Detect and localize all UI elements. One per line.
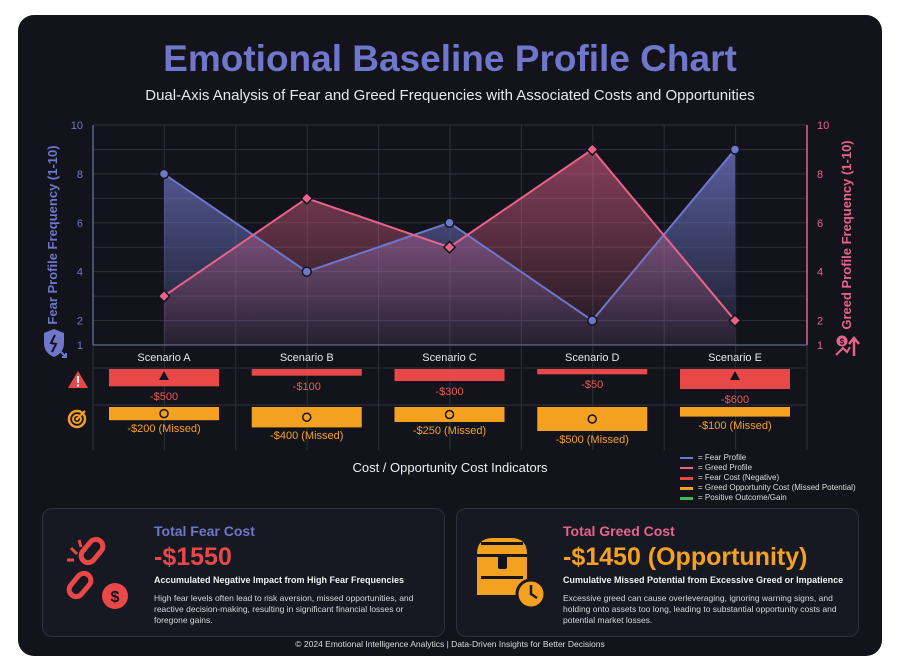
fear-point xyxy=(729,144,741,155)
cost-label: -$500 xyxy=(149,391,179,404)
page-title: Emotional Baseline Profile Chart xyxy=(163,38,737,79)
footer: © 2024 Emotional Intelligence Analytics … xyxy=(295,639,605,649)
svg-text:$: $ xyxy=(840,338,845,347)
fear-box-description: High fear levels often lead to risk aver… xyxy=(154,593,414,625)
y-tick-left: 8 xyxy=(77,169,83,181)
cost-label: -$500 (Missed) xyxy=(555,434,629,446)
greed-box-description: Excessive greed can cause overleveraging… xyxy=(563,593,837,625)
page-subtitle: Dual-Axis Analysis of Fear and Greed Fre… xyxy=(145,87,755,104)
warning-icon xyxy=(68,371,88,388)
greed-box-subtitle: Cumulative Missed Potential from Excessi… xyxy=(563,575,844,585)
greed-cost-bar xyxy=(537,407,648,431)
y-axis-left-label: Fear Profile Frequency (1-10) xyxy=(45,145,60,324)
target-icon xyxy=(587,414,597,424)
cost-label: -$250 (Missed) xyxy=(412,425,487,437)
y-tick-left: 2 xyxy=(77,316,83,328)
legend-item-fear-cost: = Fear Cost (Negative) xyxy=(680,473,856,483)
target-icon xyxy=(302,412,312,422)
fear-point xyxy=(587,315,598,326)
y-tick-right: 8 xyxy=(817,169,823,181)
x-tick-label: Scenario A xyxy=(137,352,191,364)
legend-item-gain: = Positive Outcome/Gain xyxy=(680,493,856,503)
fear-point xyxy=(444,217,455,229)
y-tick-left: 1 xyxy=(77,340,83,352)
cost-label: -$400 (Missed) xyxy=(270,430,344,443)
greed-cost-bar xyxy=(251,407,362,428)
greed-cost-bar xyxy=(109,407,219,421)
fear-box-subtitle: Accumulated Negative Impact from High Fe… xyxy=(154,575,405,585)
greed-cost-bar xyxy=(680,407,790,417)
fear-cost-bar xyxy=(251,369,362,376)
target-icon xyxy=(67,409,87,429)
legend: = Fear Profile = Greed Profile = Fear Co… xyxy=(680,453,856,503)
cost-label: -$50 xyxy=(581,379,604,392)
cost-label: -$300 xyxy=(435,386,464,398)
fear-box-value: -$1550 xyxy=(154,543,232,571)
greed-point xyxy=(300,191,314,206)
target-icon xyxy=(444,409,455,420)
y-axis-right-label: Greed Profile Frequency (1-10) xyxy=(839,140,854,329)
fear-point xyxy=(301,266,312,277)
indicator-title: Cost / Opportunity Cost Indicators xyxy=(352,460,548,475)
greed-cost-bar xyxy=(394,407,505,422)
cost-label: -$600 xyxy=(720,394,750,406)
greed-point xyxy=(157,289,171,303)
greed-point xyxy=(728,313,742,328)
y-tick-right: 1 xyxy=(817,340,823,352)
legend-item-greed-cost: = Greed Opportunity Cost (Missed Potenti… xyxy=(680,483,856,493)
fear-cost-bar xyxy=(537,369,648,375)
greed-box-title: Total Greed Cost xyxy=(563,523,675,539)
x-tick-label: Scenario C xyxy=(422,352,476,364)
cost-label: -$100 xyxy=(292,380,321,393)
x-tick-label: Scenario E xyxy=(708,352,762,364)
y-tick-right: 4 xyxy=(817,267,823,279)
y-tick-right: 10 xyxy=(817,120,829,132)
legend-item-fear: = Fear Profile xyxy=(680,453,856,463)
warning-icon xyxy=(730,371,740,380)
y-tick-left: 10 xyxy=(71,120,83,132)
x-tick-label: Scenario B xyxy=(280,352,334,364)
legend-item-greed: = Greed Profile xyxy=(680,463,856,473)
greed-point xyxy=(442,240,457,254)
broken-chain-dollar-icon: $ xyxy=(66,536,128,609)
fear-point xyxy=(158,168,170,180)
broken-shield-icon xyxy=(44,329,67,358)
cost-label: -$100 (Missed) xyxy=(698,419,772,432)
y-tick-right: 6 xyxy=(817,218,823,230)
svg-text:$: $ xyxy=(111,589,120,606)
fear-cost-box: $ Total Fear Cost -$1550 Accumulated Neg… xyxy=(42,508,445,637)
x-tick-label: Scenario D xyxy=(565,352,619,364)
warning-icon xyxy=(159,371,169,380)
money-growth-icon: $ xyxy=(835,335,860,356)
y-tick-right: 2 xyxy=(817,316,823,328)
y-tick-left: 4 xyxy=(77,267,83,279)
greed-cost-box: Total Greed Cost -$1450 (Opportunity) Cu… xyxy=(456,508,859,637)
greed-box-value: -$1450 (Opportunity) xyxy=(563,543,808,571)
fear-cost-bar xyxy=(394,369,505,381)
greed-point xyxy=(585,142,599,157)
treasure-chest-clock-icon xyxy=(477,538,547,610)
target-icon xyxy=(159,408,169,419)
fear-box-title: Total Fear Cost xyxy=(154,523,255,539)
y-tick-left: 6 xyxy=(77,218,83,230)
cost-label: -$200 (Missed) xyxy=(127,423,201,436)
